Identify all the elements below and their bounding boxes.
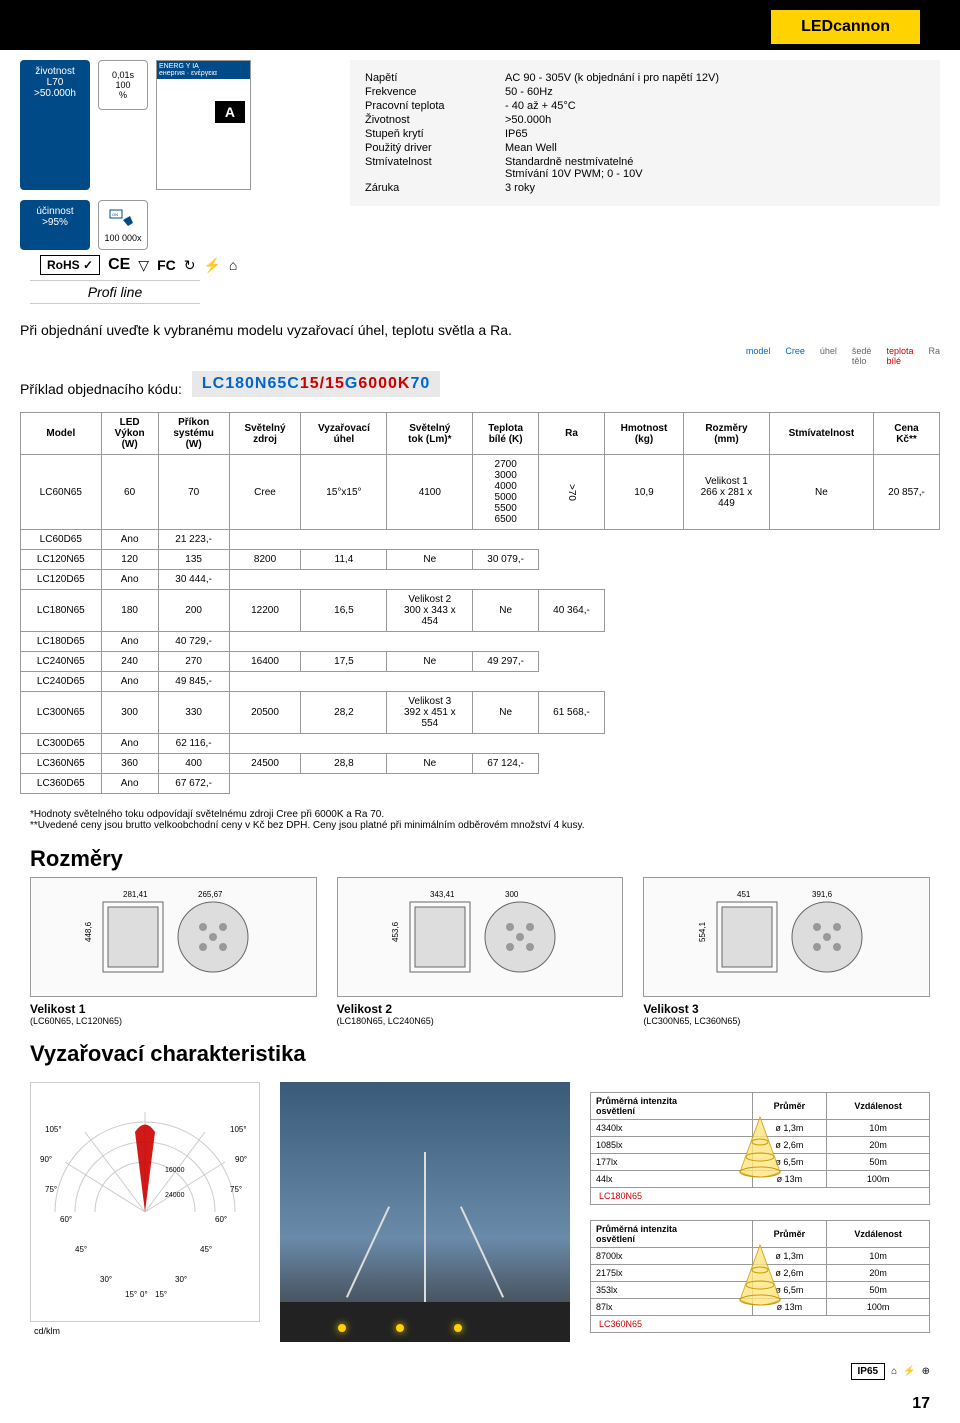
svg-text:45°: 45° — [75, 1245, 87, 1254]
svg-text:16000: 16000 — [165, 1167, 185, 1174]
speed-icon: 0,01s 100 % — [98, 60, 148, 110]
page-number: 17 — [0, 1385, 960, 1423]
dims-heading: Rozměry — [0, 836, 960, 877]
footer-icons: IP65 ⌂⚡⊕ — [0, 1358, 960, 1385]
code-legend: modelCreeúhelšedé těloteplota bíléRa — [0, 346, 960, 366]
svg-text:75°: 75° — [45, 1185, 57, 1194]
polar-diagram: 105° 105° 90° 90° 75° 75° 60° 60° 45° 45° 30°… — [30, 1082, 260, 1322]
header-bar: LEDcannon — [0, 0, 960, 50]
order-example: Příklad objednacího kódu: LC180N65C15/15… — [0, 366, 960, 402]
svg-text:30°: 30° — [175, 1275, 187, 1284]
svg-text:105°: 105° — [45, 1125, 62, 1134]
switch-icon: ON 100 000x — [98, 200, 148, 250]
svg-text:265,67: 265,67 — [198, 890, 223, 899]
profi-line: Profi line — [30, 280, 200, 304]
svg-text:281,41: 281,41 — [123, 890, 148, 899]
svg-text:90°: 90° — [40, 1155, 52, 1164]
svg-text:ON: ON — [112, 212, 118, 217]
svg-text:60°: 60° — [215, 1215, 227, 1224]
svg-text:0°: 0° — [140, 1290, 148, 1299]
cert-row: RoHS ✓ CE ▽ FC ↻ ⚡ ⌂ — [20, 250, 340, 280]
dimensions-row: 281,41 448,6 265,67 343,41 453,6 300 451… — [0, 877, 960, 997]
svg-text:15°: 15° — [125, 1290, 137, 1299]
main-spec-table: ModelLED Výkon (W)Příkon systému (W)Svět… — [20, 412, 940, 794]
intensity-tables: Průměrná intenzita osvětleníPrůměrVzdále… — [590, 1082, 930, 1348]
svg-text:451: 451 — [737, 890, 751, 899]
svg-text:75°: 75° — [230, 1185, 242, 1194]
efficiency-badge: účinnost >95% — [20, 200, 90, 250]
svg-text:45°: 45° — [200, 1245, 212, 1254]
svg-text:391,6: 391,6 — [812, 890, 833, 899]
svg-text:343,41: 343,41 — [430, 890, 455, 899]
order-note: Při objednání uveďte k vybranému modelu … — [0, 314, 960, 346]
svg-text:90°: 90° — [235, 1155, 247, 1164]
svg-text:554,1: 554,1 — [698, 921, 707, 942]
svg-text:60°: 60° — [60, 1215, 72, 1224]
char-heading: Vyzařovací charakteristika — [0, 1031, 960, 1072]
product-photo — [280, 1082, 570, 1342]
product-title: LEDcannon — [771, 10, 920, 44]
svg-text:448,6: 448,6 — [84, 921, 93, 942]
svg-text:300: 300 — [505, 890, 519, 899]
lifetime-badge: životnost L70 >50.000h — [20, 60, 90, 190]
table-notes: *Hodnoty světelného toku odpovídají svět… — [0, 804, 960, 836]
svg-text:24000: 24000 — [165, 1192, 185, 1199]
svg-text:30°: 30° — [100, 1275, 112, 1284]
energy-label: ENERG Y IA енергия · ενέργεια A — [156, 60, 251, 190]
polar-unit: cd/klm — [30, 1322, 260, 1340]
svg-text:15°: 15° — [155, 1290, 167, 1299]
svg-text:105°: 105° — [230, 1125, 247, 1134]
spec-table: NapětíAC 90 - 305V (k objednání i pro na… — [350, 60, 940, 206]
svg-text:453,6: 453,6 — [391, 921, 400, 942]
